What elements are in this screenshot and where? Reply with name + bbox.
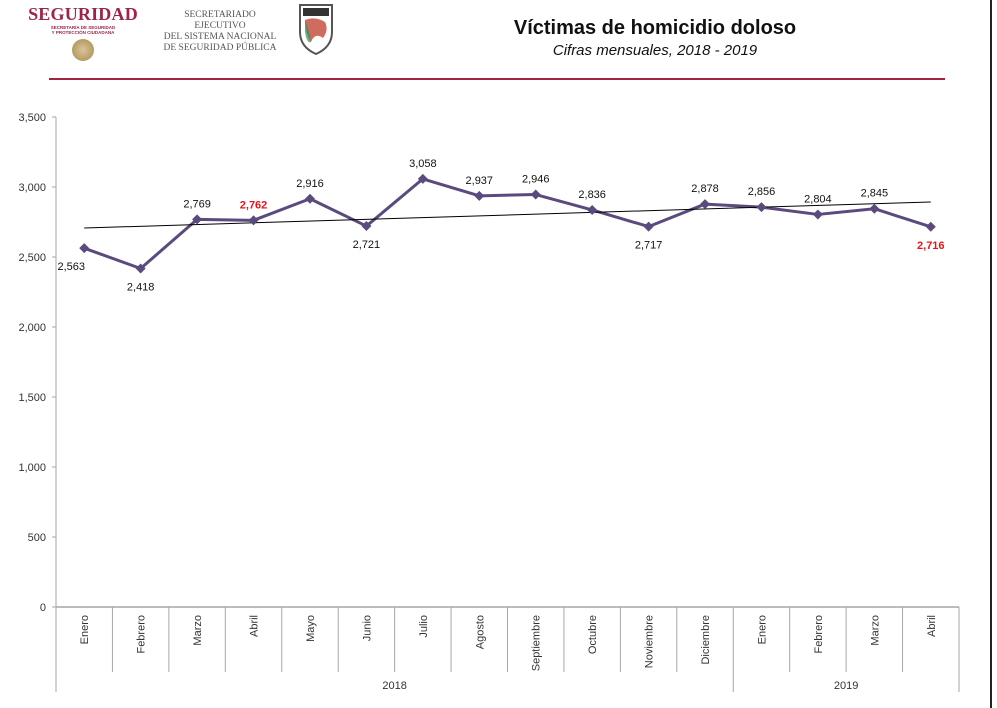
x-tick-label: Diciembre — [700, 615, 712, 665]
sesnsp-line-2: DEL SISTEMA NACIONAL — [163, 32, 277, 42]
data-label: 2,916 — [296, 178, 324, 190]
x-tick-label: Enero — [79, 615, 91, 644]
x-tick-label: Febrero — [813, 615, 825, 654]
sesnsp-line-1: SECRETARIADO EJECUTIVO — [184, 10, 256, 31]
line-chart: 0 500 1,000 1,500 2,000 2,500 3,000 3,500 Enero F… — [18, 112, 960, 692]
data-label: 3,058 — [409, 158, 437, 170]
data-point-marker — [474, 190, 485, 201]
y-tick-label: 2,000 — [18, 322, 46, 334]
x-tick-label: Mayo — [305, 615, 317, 642]
trend-line — [84, 201, 931, 229]
x-tick-label: Noviembre — [644, 615, 656, 668]
y-tick-label: 500 — [28, 532, 46, 544]
data-label: 2,804 — [804, 193, 832, 205]
data-point-marker — [248, 215, 259, 226]
data-label: 2,769 — [183, 198, 211, 210]
chart-title: Víctimas de homicidio doloso — [513, 17, 797, 39]
y-tick-label: 3,500 — [18, 112, 46, 124]
data-label: 2,721 — [353, 239, 381, 251]
data-label: 2,563 — [57, 261, 85, 273]
data-label: 2,836 — [578, 189, 606, 201]
data-point-marker — [812, 209, 823, 220]
data-label: 2,716 — [917, 240, 945, 252]
logo-seguridad-text: SEGURIDAD — [28, 4, 138, 24]
logo-seguridad-sub-1: SECRETARÍA DE SEGURIDAD — [50, 25, 116, 30]
y-tick-label: 1,500 — [18, 392, 46, 404]
x-tick-label: Octubre — [587, 615, 599, 654]
data-label: 2,937 — [466, 175, 494, 187]
x-tick-label: Julio — [418, 615, 430, 638]
year-group-label: 2018 — [382, 680, 406, 692]
x-tick-label: Abril — [926, 615, 938, 637]
y-tick-label: 1,000 — [18, 462, 46, 474]
data-label: 2,762 — [240, 199, 268, 211]
data-point-marker — [925, 221, 936, 232]
series-line — [83, 177, 932, 270]
data-point-marker — [587, 204, 598, 215]
data-label: 2,418 — [127, 281, 155, 293]
data-label: 2,717 — [635, 240, 663, 252]
data-point-marker — [700, 199, 711, 210]
right-border — [990, 0, 992, 708]
sesnsp-logo: SECRETARIADO EJECUTIVO DEL SISTEMA NACIO… — [160, 10, 280, 54]
y-tick-label: 3,000 — [18, 182, 46, 194]
x-tick-label: Abril — [249, 615, 261, 637]
logo-seguridad-sub-2: Y PROTECCIÓN CIUDADANA — [51, 30, 115, 35]
x-tick-label: Junio — [361, 615, 373, 641]
x-tick-label: Marzo — [869, 615, 881, 646]
year-group-label: 2019 — [834, 680, 858, 692]
chart-subtitle: Cifras mensuales, 2018 - 2019 — [552, 42, 758, 59]
data-point-marker — [643, 221, 654, 232]
data-point-marker — [304, 193, 315, 204]
data-label: 2,856 — [748, 186, 776, 198]
data-label: 2,946 — [522, 174, 550, 186]
data-point-marker — [135, 263, 146, 274]
x-tick-label: Marzo — [192, 615, 204, 646]
y-tick-label: 2,500 — [18, 252, 46, 264]
x-tick-label: Enero — [756, 615, 768, 644]
national-seal-icon — [72, 39, 94, 61]
x-tick-label: Febrero — [136, 615, 148, 654]
header-divider — [49, 78, 945, 80]
shield-logo-icon — [299, 4, 333, 56]
data-point-marker — [192, 214, 203, 225]
data-point-marker — [530, 189, 541, 200]
sesnsp-line-3: DE SEGURIDAD PÚBLICA — [163, 43, 277, 53]
data-point-marker — [417, 173, 428, 184]
x-tick-label: Septiembre — [531, 615, 543, 671]
data-point-marker — [756, 202, 767, 213]
y-tick-label: 0 — [40, 602, 46, 614]
data-point-marker — [79, 243, 90, 254]
seguridad-logo: SEGURIDAD SECRETARÍA DE SEGURIDAD Y PROT… — [24, 4, 142, 61]
data-label: 2,878 — [691, 183, 719, 195]
data-point-marker — [869, 203, 880, 214]
x-tick-label: Agosto — [474, 615, 486, 649]
data-label: 2,845 — [861, 188, 889, 200]
data-point-marker — [361, 221, 372, 232]
